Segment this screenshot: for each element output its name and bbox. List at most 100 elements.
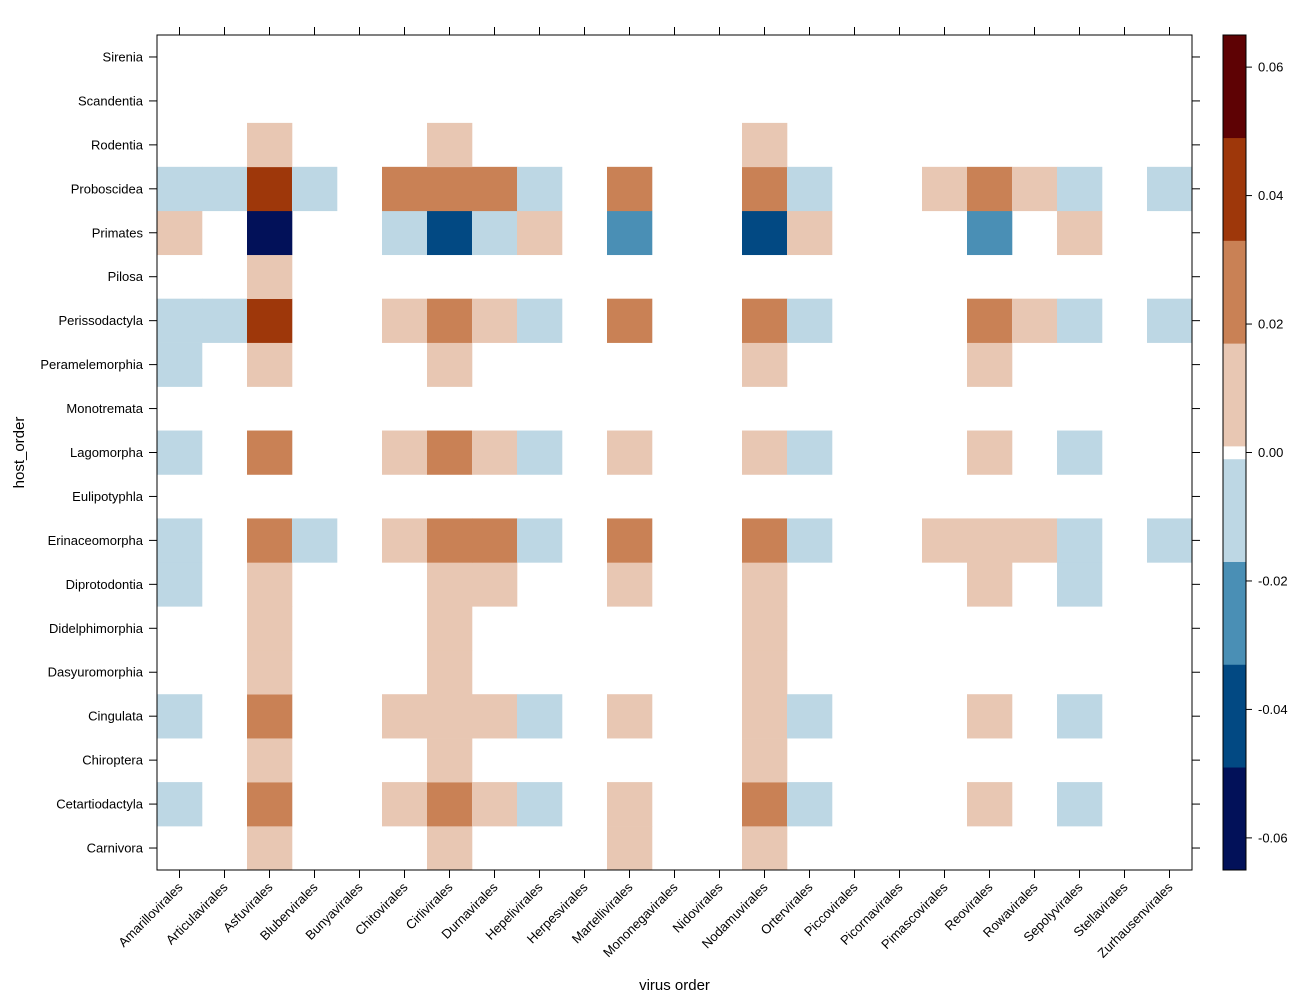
heatmap-cell	[742, 606, 788, 651]
colorbar-bin	[1223, 767, 1246, 871]
heatmap-cell	[472, 430, 518, 475]
heatmap-cell	[1147, 518, 1193, 563]
colorbar-tick-label: 0.04	[1258, 188, 1283, 203]
heatmap-cell	[472, 694, 518, 739]
heatmap-cell	[1057, 210, 1103, 256]
y-axis: Carnivora Cetartiodactyla Chiroptera Cingul…	[40, 49, 1200, 856]
heatmap-cell	[517, 430, 563, 475]
heatmap-cell	[967, 562, 1013, 607]
heatmap-cell	[472, 782, 518, 827]
y-tick-label: Proboscidea	[71, 181, 144, 196]
y-tick-label: Chiroptera	[82, 753, 143, 768]
heatmap-cell	[517, 694, 563, 739]
heatmap-cell	[967, 166, 1013, 212]
y-axis-title: host_order	[11, 417, 28, 489]
heatmap-cell	[247, 166, 293, 212]
heatmap-cell	[742, 518, 788, 563]
heatmap-cell	[427, 166, 473, 212]
heatmap-cell	[382, 298, 428, 343]
heatmap-cell	[607, 166, 653, 212]
colorbar-bin	[1223, 561, 1246, 665]
heatmap-cell	[967, 782, 1013, 827]
heatmap-cell	[742, 562, 788, 607]
heatmap-cell	[607, 430, 653, 475]
y-tick-label: Peramelemorphia	[40, 357, 143, 372]
heatmap-cell	[427, 430, 473, 475]
heatmap-cell	[967, 694, 1013, 739]
heatmap-cell	[787, 166, 833, 212]
heatmap-cell	[382, 782, 428, 827]
heatmap-cell	[1012, 298, 1058, 343]
heatmap-cell	[157, 342, 203, 387]
heatmap-cell	[742, 298, 788, 343]
heatmap-cell	[1147, 298, 1193, 343]
heatmap-cell	[742, 738, 788, 783]
heatmap-cell	[1057, 782, 1103, 827]
heatmap-cell	[247, 122, 293, 168]
heatmap-cell	[157, 210, 203, 256]
colorbar: -0.06 -0.04 -0.02 0.00 0.02 0.04 0.06	[1222, 34, 1288, 871]
heatmap-cell	[427, 122, 473, 168]
y-tick-label: Didelphimorphia	[49, 621, 144, 636]
heatmap-cell	[472, 562, 518, 607]
heatmap-cell	[427, 606, 473, 651]
heatmap-cell	[247, 650, 293, 695]
heatmap-cell	[247, 430, 293, 475]
heatmap-cell	[787, 694, 833, 739]
heatmap-cell	[472, 166, 518, 212]
heatmap-cell	[1012, 518, 1058, 563]
heatmap-cell	[1057, 562, 1103, 607]
heatmap-cell	[1057, 166, 1103, 212]
heatmap-cell	[382, 210, 428, 256]
heatmap-cell	[157, 562, 203, 607]
heatmap-cell	[427, 694, 473, 739]
heatmap-cell	[382, 694, 428, 739]
heatmap-cell	[427, 826, 473, 871]
heatmap-cell	[427, 562, 473, 607]
heatmap-cell	[607, 562, 653, 607]
heatmap-cell	[787, 518, 833, 563]
heatmap-cell	[742, 210, 788, 256]
heatmap-cell	[787, 782, 833, 827]
heatmap-cell	[1057, 430, 1103, 475]
heatmap-cell	[472, 210, 518, 256]
x-axis-title: virus order	[639, 977, 710, 994]
heatmap-cell	[607, 518, 653, 563]
heatmap-cell	[742, 782, 788, 827]
heatmap-cell	[247, 738, 293, 783]
heatmap-cell	[247, 210, 293, 256]
heatmap-cell	[517, 518, 563, 563]
heatmap-cell	[292, 518, 338, 563]
heatmap-cell	[157, 166, 203, 212]
colorbar-bin	[1223, 35, 1246, 139]
heatmap-cell	[742, 342, 788, 387]
heatmap-cell	[1057, 298, 1103, 343]
heatmap-cell	[742, 826, 788, 871]
heatmap-cell	[787, 430, 833, 475]
heatmap-cell	[517, 166, 563, 212]
heatmap-cell	[967, 210, 1013, 256]
colorbar-tick-label: 0.02	[1258, 317, 1283, 332]
y-tick-label: Rodentia	[91, 137, 144, 152]
heatmap-cell	[202, 166, 248, 212]
colorbar-tick-label: -0.04	[1258, 702, 1288, 717]
heatmap-cell	[427, 738, 473, 783]
heatmap-cell	[247, 562, 293, 607]
heatmap-cell	[967, 518, 1013, 563]
heatmap-cell	[517, 298, 563, 343]
heatmap-cell	[247, 254, 293, 299]
heatmap-cell	[157, 298, 203, 343]
y-tick-label: Dasyuromorphia	[48, 665, 144, 680]
heatmap-cell	[382, 430, 428, 475]
heatmap-cell	[382, 518, 428, 563]
y-tick-label: Perissodactyla	[58, 313, 143, 328]
heatmap-cell	[157, 430, 203, 475]
y-tick-label: Carnivora	[87, 841, 144, 856]
y-tick-label: Sirenia	[103, 49, 144, 64]
heatmap-cell	[472, 518, 518, 563]
heatmap-cell	[382, 166, 428, 212]
heatmap-cell	[742, 650, 788, 695]
heatmap-cell	[1147, 166, 1193, 212]
colorbar-bin	[1223, 446, 1246, 460]
